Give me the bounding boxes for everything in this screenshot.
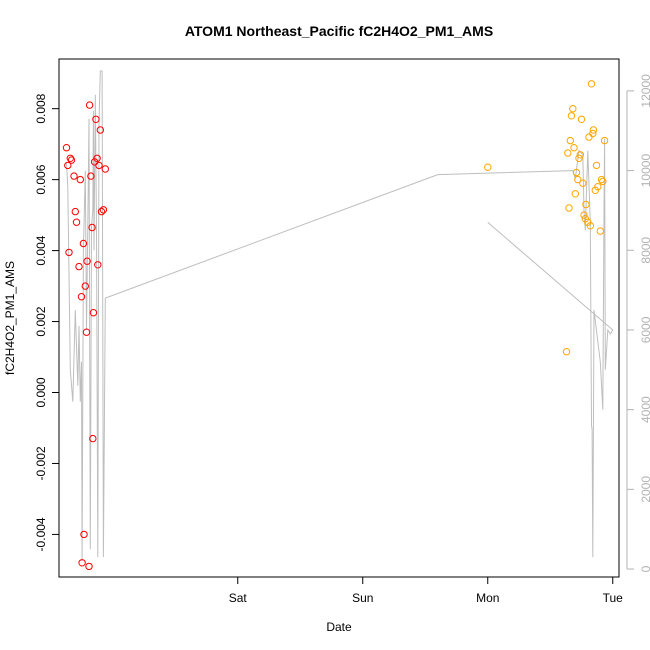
y-axis-left: -0.004 -0.002 0.000 0.002 0.004 0.006 0.008 xyxy=(34,93,60,551)
data-point-red xyxy=(89,309,98,317)
data-point-red xyxy=(62,144,71,152)
data-point-orange xyxy=(580,211,588,219)
data-point-orange xyxy=(597,175,606,184)
data-point-red xyxy=(71,207,80,216)
y-tick-label-left: 0.000 xyxy=(34,377,48,407)
data-point-orange xyxy=(570,144,578,152)
x-tick-label: Sun xyxy=(352,591,373,605)
data-point-orange xyxy=(594,183,602,191)
data-point-orange xyxy=(589,126,598,134)
y-axis-right: 0 2000 4000 6000 8000 10000 12000 xyxy=(626,74,650,572)
y-tick-label-right: 0 xyxy=(639,565,650,572)
data-point-red xyxy=(75,262,83,271)
y-axis-label: fC2H4O2_PM1_AMS xyxy=(3,261,17,375)
data-point-orange xyxy=(562,348,571,356)
plot-area xyxy=(62,70,614,571)
data-point-red xyxy=(78,559,86,567)
data-point-orange xyxy=(592,161,601,170)
data-point-orange xyxy=(484,163,492,171)
y-tick-label-right: 8000 xyxy=(639,237,650,264)
y-tick-label-right: 10000 xyxy=(639,154,650,188)
x-tick-label: Sat xyxy=(229,591,248,605)
x-tick-label: Tue xyxy=(603,591,624,605)
data-point-red xyxy=(96,126,105,134)
data-point-red xyxy=(94,261,102,269)
data-point-red xyxy=(83,257,91,265)
data-point-orange xyxy=(579,179,587,187)
data-point-red xyxy=(76,175,85,184)
data-point-red xyxy=(70,172,78,180)
data-point-orange xyxy=(576,151,584,159)
x-axis-label: Date xyxy=(326,620,352,634)
data-point-red xyxy=(95,161,103,170)
data-point-orange xyxy=(575,154,583,163)
data-point-red xyxy=(64,161,72,170)
y-tick-label-right: 4000 xyxy=(639,396,650,423)
y-tick-label-right: 6000 xyxy=(639,316,650,343)
data-point-red xyxy=(72,218,81,226)
y-tick-label-left: -0.002 xyxy=(34,446,48,480)
series-line-right-axis xyxy=(66,70,614,562)
data-point-orange xyxy=(599,177,607,186)
data-point-red xyxy=(66,154,75,163)
data-point-red xyxy=(67,156,76,164)
y-tick-label-left: 0.008 xyxy=(34,93,48,123)
y-tick-label-right: 2000 xyxy=(639,476,650,503)
y-tick-label-left: 0.002 xyxy=(34,306,48,336)
data-point-orange xyxy=(586,222,594,230)
data-point-orange xyxy=(574,175,582,184)
y-tick-label-left: 0.006 xyxy=(34,164,48,194)
data-point-red xyxy=(87,172,95,180)
y-tick-label-left: 0.004 xyxy=(34,235,48,265)
y-tick-label-right: 12000 xyxy=(639,74,650,108)
data-point-red xyxy=(80,530,88,539)
data-point-orange xyxy=(577,115,586,124)
data-point-orange xyxy=(600,136,609,145)
data-point-orange xyxy=(596,227,604,235)
data-point-orange xyxy=(572,168,581,177)
data-point-red xyxy=(93,154,101,163)
data-point-orange xyxy=(566,136,574,145)
data-point-red xyxy=(79,239,88,248)
data-point-orange xyxy=(587,80,596,88)
x-tick-label: Mon xyxy=(476,591,499,605)
data-point-red xyxy=(77,293,86,301)
data-point-red xyxy=(88,223,96,232)
series-line-right-axis-2 xyxy=(487,222,614,331)
x-axis: Sat Sun Mon Tue xyxy=(229,576,624,605)
data-point-red xyxy=(89,434,97,443)
data-point-red xyxy=(81,282,90,290)
data-point-orange xyxy=(589,129,597,138)
data-point-orange xyxy=(571,190,579,198)
data-point-red xyxy=(101,165,110,173)
data-point-red xyxy=(82,328,91,336)
data-point-red xyxy=(99,206,108,214)
data-point-orange xyxy=(569,105,577,113)
data-point-red xyxy=(65,248,73,257)
data-point-red xyxy=(97,207,106,216)
data-point-orange xyxy=(582,200,590,209)
y-tick-label-left: -0.004 xyxy=(34,517,48,551)
data-point-orange xyxy=(565,204,573,212)
data-point-orange xyxy=(567,112,576,120)
data-point-red xyxy=(85,562,93,571)
data-point-red xyxy=(85,101,94,109)
data-point-red xyxy=(92,115,100,124)
chart-title: ATOM1 Northeast_Pacific fC2H4O2_PM1_AMS xyxy=(185,23,493,39)
data-point-orange xyxy=(564,149,572,157)
